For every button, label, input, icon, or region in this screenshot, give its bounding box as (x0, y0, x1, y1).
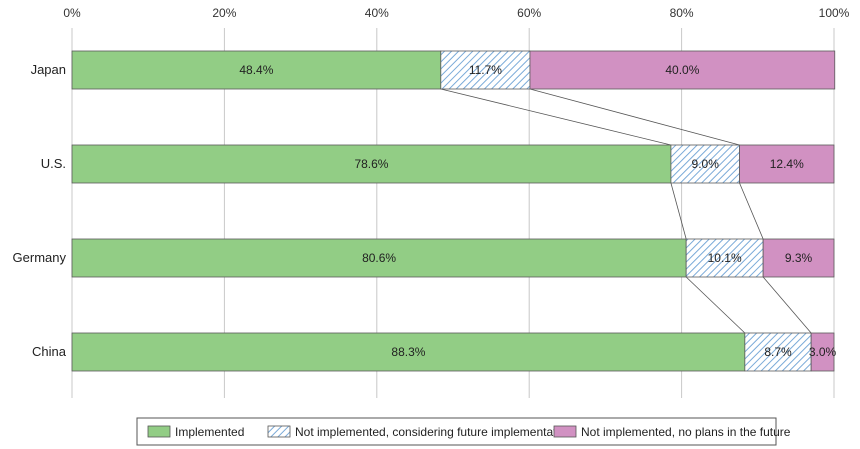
data-label: 9.3% (785, 251, 813, 265)
bars: 48.4% 11.7% 40.0% 78.6% 9.0% 12.4% 80.6% 10.1% 9… (71, 50, 837, 372)
data-label: 78.6% (354, 157, 388, 171)
bar-segment (440, 50, 531, 90)
legend-swatch (267, 425, 291, 438)
legend: Implemented Not implemented, considering … (136, 417, 791, 446)
bar-segment (71, 50, 442, 90)
bar-segment (739, 144, 835, 184)
category-label: U.S. (41, 156, 66, 171)
data-label: 48.4% (239, 63, 273, 77)
data-label: 40.0% (665, 63, 699, 77)
bar-segment (71, 144, 672, 184)
legend-box (136, 417, 777, 446)
category-label: Germany (13, 250, 67, 265)
bar-segment (670, 144, 740, 184)
data-label: 11.7% (469, 63, 502, 77)
legend-label: Implemented (175, 425, 244, 439)
x-tick-label: 40% (365, 6, 389, 20)
x-tick-label: 80% (670, 6, 694, 20)
category-labels: Japan U.S. Germany China (13, 62, 67, 359)
series-connectors (440, 88, 812, 334)
category-label: China (32, 344, 67, 359)
bar-segment (529, 50, 836, 90)
legend-label: Not implemented, considering future impl… (295, 425, 572, 439)
x-axis-ticks: 0% 20% 40% 60% 80% 100% (63, 6, 849, 20)
series-connector (685, 276, 746, 334)
legend-label: Not implemented, no plans in the future (581, 425, 791, 439)
legend-swatch (147, 425, 171, 438)
series-connector (670, 182, 687, 240)
x-tick-label: 60% (517, 6, 541, 20)
data-label: 10.1% (708, 251, 742, 265)
x-tick-label: 20% (212, 6, 236, 20)
data-label: 88.3% (391, 345, 425, 359)
series-connector (762, 276, 812, 334)
x-tick-label: 0% (63, 6, 81, 20)
x-tick-label: 100% (819, 6, 850, 20)
bar-segment (744, 332, 812, 372)
legend-swatch (553, 425, 577, 438)
data-label: 80.6% (362, 251, 396, 265)
bar-segment (762, 238, 835, 278)
series-connector (440, 88, 672, 146)
series-connector (739, 182, 764, 240)
data-label: 12.4% (770, 157, 804, 171)
series-connector (529, 88, 740, 146)
data-label: 3.0% (809, 345, 837, 359)
data-label: 8.7% (764, 345, 792, 359)
category-label: Japan (31, 62, 66, 77)
bar-segment (810, 332, 835, 372)
data-label: 9.0% (692, 157, 720, 171)
